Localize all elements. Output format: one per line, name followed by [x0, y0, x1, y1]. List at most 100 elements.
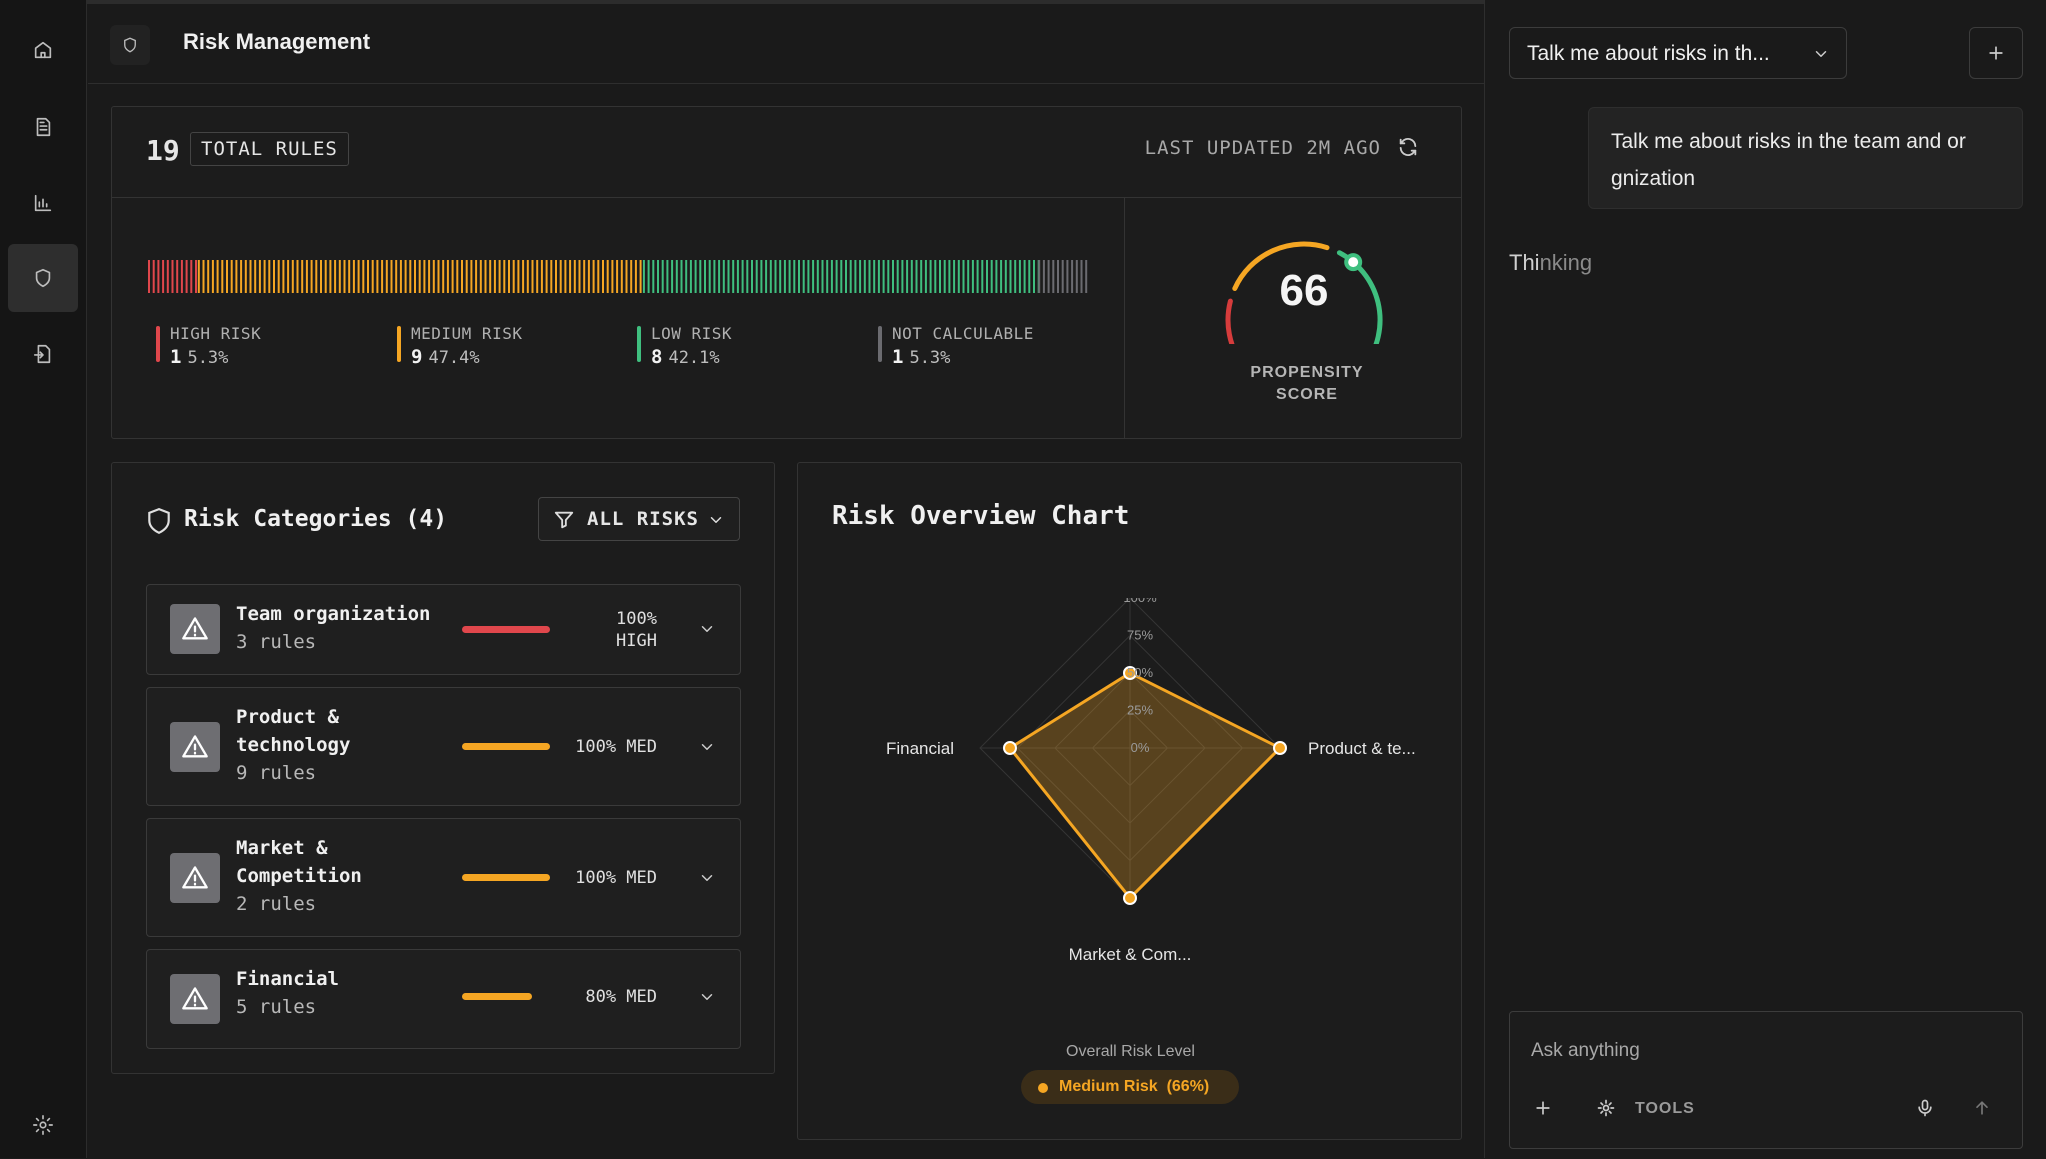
gauge-segment-medium	[1232, 241, 1330, 291]
distribution-tick	[995, 260, 998, 293]
distribution-tick	[906, 260, 909, 293]
page-header: Risk Management	[88, 4, 1484, 84]
distribution-tick	[555, 260, 557, 293]
category-rule-count: 5 rules	[236, 996, 317, 1018]
distribution-tick	[512, 260, 515, 293]
warning-icon	[170, 853, 220, 903]
distribution-tick	[793, 260, 796, 293]
category-rule-count: 2 rules	[236, 893, 317, 915]
distribution-tick	[713, 260, 716, 293]
distribution-tick	[732, 260, 735, 293]
chevron-down-icon[interactable]	[698, 620, 716, 638]
distribution-tick	[540, 260, 543, 293]
category-row-product-technology[interactable]: Product & technology 9 rules 100% MED	[146, 687, 741, 806]
distribution-tick	[634, 260, 637, 293]
category-row-financial[interactable]: Financial 5 rules 80% MED	[146, 949, 741, 1049]
home-nav-button[interactable]	[8, 16, 78, 84]
distribution-tick	[840, 260, 843, 293]
chevron-down-icon[interactable]	[698, 738, 716, 756]
settings-nav-button[interactable]	[8, 1091, 78, 1159]
warning-icon	[170, 604, 220, 654]
status-dot	[1038, 1083, 1048, 1093]
distribution-tick	[1080, 260, 1083, 293]
microphone-icon	[1918, 1099, 1932, 1117]
distribution-tick	[1018, 260, 1021, 293]
distribution-tick	[268, 260, 271, 293]
distribution-tick	[508, 260, 510, 293]
distribution-tick	[559, 260, 562, 293]
distribution-tick	[727, 260, 730, 293]
distribution-tick	[249, 260, 252, 293]
distribution-tick	[171, 260, 174, 293]
distribution-tick	[517, 260, 520, 293]
category-risk-bar	[462, 993, 533, 1000]
distribution-tick	[976, 260, 979, 293]
distribution-tick	[526, 260, 529, 293]
chat-input[interactable]: Ask anything	[1531, 1040, 1640, 1061]
legend-value: 9 47.4%	[411, 346, 480, 368]
rules-summary-card: 19 TOTAL RULES LAST UPDATED 2M AGO HIGH …	[111, 106, 1462, 439]
category-row-team-organization[interactable]: Team organization 3 rules 100% HIGH	[146, 584, 741, 675]
page-title: Risk Management	[183, 29, 371, 54]
legend-label: MEDIUM RISK	[411, 324, 523, 343]
distribution-tick	[305, 260, 308, 293]
categories-title: Risk Categories (4)	[184, 506, 448, 532]
distribution-tick	[573, 260, 576, 293]
distribution-tick	[277, 260, 280, 293]
new-chat-button[interactable]	[1969, 27, 2023, 79]
distribution-tick	[273, 260, 275, 293]
distribution-tick	[195, 260, 197, 293]
tools-button[interactable]	[1596, 1098, 1618, 1120]
documents-nav-button[interactable]	[8, 93, 78, 161]
microphone-button[interactable]	[1915, 1098, 1937, 1120]
distribution-tick	[611, 260, 614, 293]
category-rule-count: 3 rules	[236, 631, 317, 653]
risk-overview-card: Risk Overview Chart 0%25%50%75%100%Team …	[797, 462, 1462, 1140]
radar-data-point	[1273, 741, 1287, 755]
analytics-nav-button[interactable]	[8, 169, 78, 237]
distribution-tick	[877, 260, 880, 293]
distribution-tick	[545, 260, 548, 293]
page-icon-button[interactable]	[110, 25, 150, 65]
category-risk-percent: 100% HIGH	[616, 609, 657, 651]
refresh-button[interactable]	[1397, 136, 1421, 160]
distribution-tick	[348, 260, 351, 293]
category-risk-bar	[462, 626, 550, 633]
distribution-tick	[783, 260, 786, 293]
risk-categories-card: Risk Categories (4) ALL RISKS Team organ…	[111, 462, 775, 1074]
top-border	[87, 0, 1484, 4]
distribution-tick	[320, 260, 322, 293]
legend-value: 1 5.3%	[892, 346, 951, 368]
distribution-tick	[835, 260, 838, 293]
tools-label[interactable]: TOOLS	[1635, 1100, 1695, 1117]
chat-panel: Talk me about risks in th... Talk me abo…	[1484, 0, 2046, 1158]
risk-nav-button[interactable]	[8, 244, 78, 312]
total-rules-count: 19	[146, 134, 180, 167]
distribution-tick	[722, 260, 725, 293]
distribution-tick	[376, 260, 379, 293]
chevron-down-icon[interactable]	[698, 869, 716, 887]
bar-chart-icon	[34, 194, 52, 212]
radar-data-point	[1123, 666, 1137, 680]
distribution-tick	[479, 260, 482, 293]
export-nav-button[interactable]	[8, 320, 78, 388]
distribution-tick	[854, 260, 857, 293]
chevron-down-icon[interactable]	[698, 988, 716, 1006]
send-button[interactable]	[1972, 1098, 1994, 1120]
distribution-tick	[602, 260, 604, 293]
distribution-tick	[1075, 260, 1078, 293]
distribution-tick	[647, 260, 650, 293]
chat-composer[interactable]: Ask anything TOOLS	[1509, 1011, 2023, 1149]
distribution-tick	[845, 260, 847, 293]
risk-filter-dropdown[interactable]: ALL RISKS	[538, 497, 740, 541]
distribution-tick	[564, 260, 567, 293]
distribution-tick	[652, 260, 655, 293]
distribution-tick	[315, 260, 318, 293]
category-row-market-competition[interactable]: Market & Competition 2 rules 100% MED	[146, 818, 741, 937]
conversation-selector[interactable]: Talk me about risks in th...	[1509, 27, 1847, 79]
distribution-tick	[859, 260, 862, 293]
divider	[112, 197, 1461, 198]
legend-swatch	[397, 326, 401, 362]
add-attachment-button[interactable]	[1533, 1098, 1555, 1120]
document-icon	[36, 117, 51, 137]
